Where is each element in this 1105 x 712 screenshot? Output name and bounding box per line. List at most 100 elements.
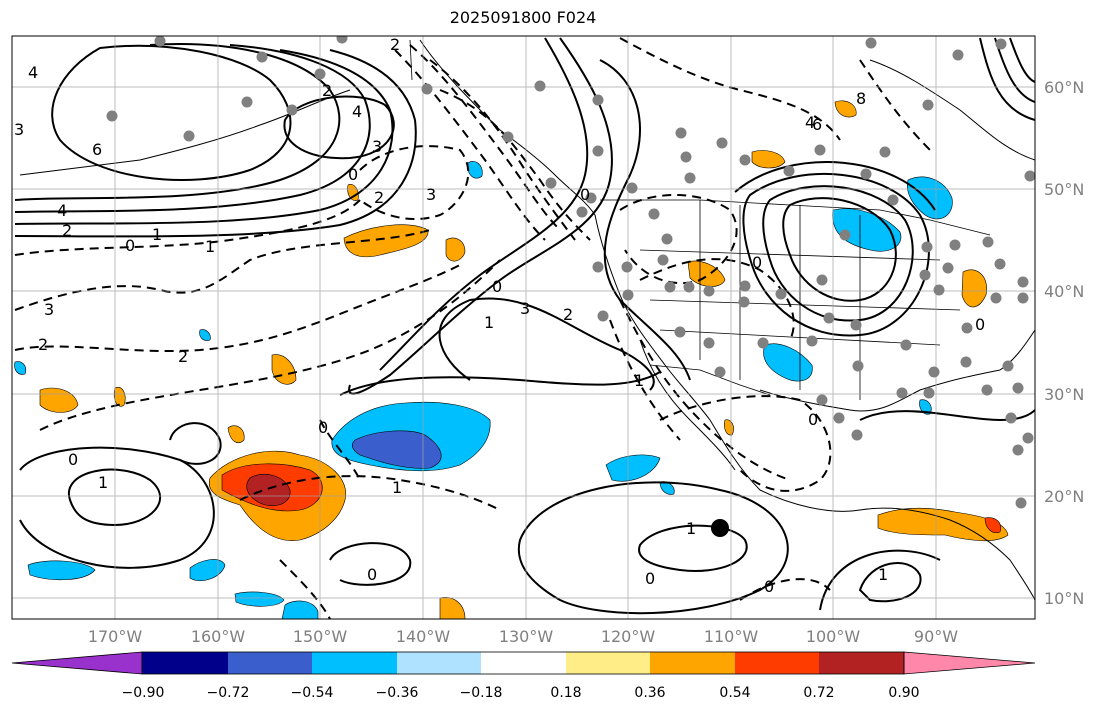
contour-label: 4 <box>57 201 67 220</box>
map-title: 2025091800 F024 <box>449 8 597 27</box>
contour-label: 0 <box>492 277 502 296</box>
contour-label: 0 <box>318 418 328 437</box>
colorbar-tick-label: −0.72 <box>207 685 250 701</box>
contour-label: 2 <box>38 335 48 354</box>
state-line <box>659 329 941 346</box>
contour-dashed <box>609 319 681 441</box>
lon-label: 150°W <box>293 627 348 646</box>
colorbar-tick-label: 0.18 <box>550 685 581 701</box>
contour-dashed <box>429 59 576 241</box>
lon-label: 170°W <box>88 627 143 646</box>
contour-dashed <box>619 299 791 481</box>
warm-patch <box>984 517 1001 533</box>
contour-solid <box>51 44 292 181</box>
contour-label: 2 <box>563 305 573 324</box>
warm-patch <box>439 597 466 619</box>
contour-label: 4 <box>28 63 38 82</box>
map-frame <box>11 35 1036 620</box>
cool-patch <box>234 591 285 607</box>
contour-solid <box>67 468 162 527</box>
contour-label: 0 <box>752 253 762 272</box>
contour-dashed <box>319 419 361 481</box>
cool-patch <box>467 161 483 179</box>
contour-label: 1 <box>392 478 402 497</box>
warm-patch <box>687 260 726 287</box>
cool-patch <box>919 399 932 415</box>
border-alaska <box>409 39 413 81</box>
coastline-hudson <box>869 59 1035 161</box>
contour-solid <box>14 49 417 238</box>
coastline-aleutians <box>19 89 351 176</box>
colorbar-tick-label: 0.54 <box>719 685 750 701</box>
warm-patch <box>961 269 987 308</box>
cool-patch <box>281 600 319 619</box>
lon-label: 120°W <box>601 627 656 646</box>
contour-dashed <box>279 559 331 619</box>
contour-label: 0 <box>348 165 358 184</box>
colorbar-segment <box>142 652 228 674</box>
contour-solid <box>742 172 930 337</box>
colorbar-extend-high <box>903 651 1036 675</box>
contour-solid <box>329 542 412 586</box>
contour-dashed <box>14 264 461 353</box>
contour-label: 4 <box>805 113 815 132</box>
colorbar-segment <box>312 652 397 674</box>
colorbar-tick-label: 0.72 <box>803 685 834 701</box>
contour-label: 2 <box>390 35 400 54</box>
contour-label: 3 <box>372 137 382 156</box>
contour-dashed <box>639 258 795 341</box>
contour-dashed <box>394 49 546 241</box>
warm-patch <box>751 150 786 169</box>
coastline-north-america <box>419 39 1035 601</box>
contour-label: 0 <box>645 569 655 588</box>
graticule <box>12 36 1035 619</box>
contour-solid <box>1009 37 1035 83</box>
contour-solid <box>14 49 394 225</box>
contour-label: 3 <box>14 120 24 139</box>
contour-dashed <box>659 395 832 492</box>
map-background <box>12 36 1035 619</box>
colorbar-ticks: −0.90 −0.72 −0.54 −0.36 −0.18 0.18 0.36 … <box>122 685 920 701</box>
contour-solid <box>762 185 914 322</box>
contour-dashed <box>619 194 738 285</box>
contour-label: 0 <box>125 236 135 255</box>
colorbar-outline <box>141 651 905 675</box>
colorbar-segment <box>566 652 650 674</box>
cool-patch <box>199 329 211 341</box>
lat-label: 40°N <box>1044 282 1084 301</box>
contour-dashed <box>14 199 361 256</box>
warm-patch-max <box>246 474 291 506</box>
contour-solid <box>19 446 215 569</box>
contour-label: 1 <box>152 225 162 244</box>
cool-patch <box>907 176 953 220</box>
contour-dashed <box>619 37 841 141</box>
contour-solid <box>517 481 789 615</box>
lat-label: 60°N <box>1044 78 1084 97</box>
colorbar-segment <box>819 652 904 674</box>
colorbar-segment <box>481 652 566 674</box>
contour-label: 3 <box>44 300 54 319</box>
cool-patch <box>605 454 661 482</box>
contour-label: 3 <box>520 299 530 318</box>
longitude-axis: 170°W 160°W 150°W 140°W 130°W 120°W 110°… <box>88 627 958 646</box>
coastline-baja <box>639 339 736 471</box>
colorbar-segment <box>397 652 481 674</box>
lat-label: 20°N <box>1044 487 1084 506</box>
contour-label: 0 <box>68 450 78 469</box>
contour-solid <box>14 43 341 201</box>
contour-solid <box>339 371 661 396</box>
colorbar-segment <box>650 652 735 674</box>
colorbar-tick-label: −0.18 <box>460 685 503 701</box>
station-markers <box>106 36 1035 509</box>
contour-solid <box>348 37 613 395</box>
contour-label: 0 <box>580 185 590 204</box>
contour-label: 2 <box>62 221 72 240</box>
contour-label: 6 <box>92 140 102 159</box>
tropical-cyclone-marker <box>711 519 729 537</box>
contour-solid <box>14 44 371 213</box>
contour-label: 0 <box>764 577 774 596</box>
contour-dashed <box>14 229 431 311</box>
contour-label: 2 <box>374 188 384 207</box>
warm-patch <box>445 237 466 262</box>
